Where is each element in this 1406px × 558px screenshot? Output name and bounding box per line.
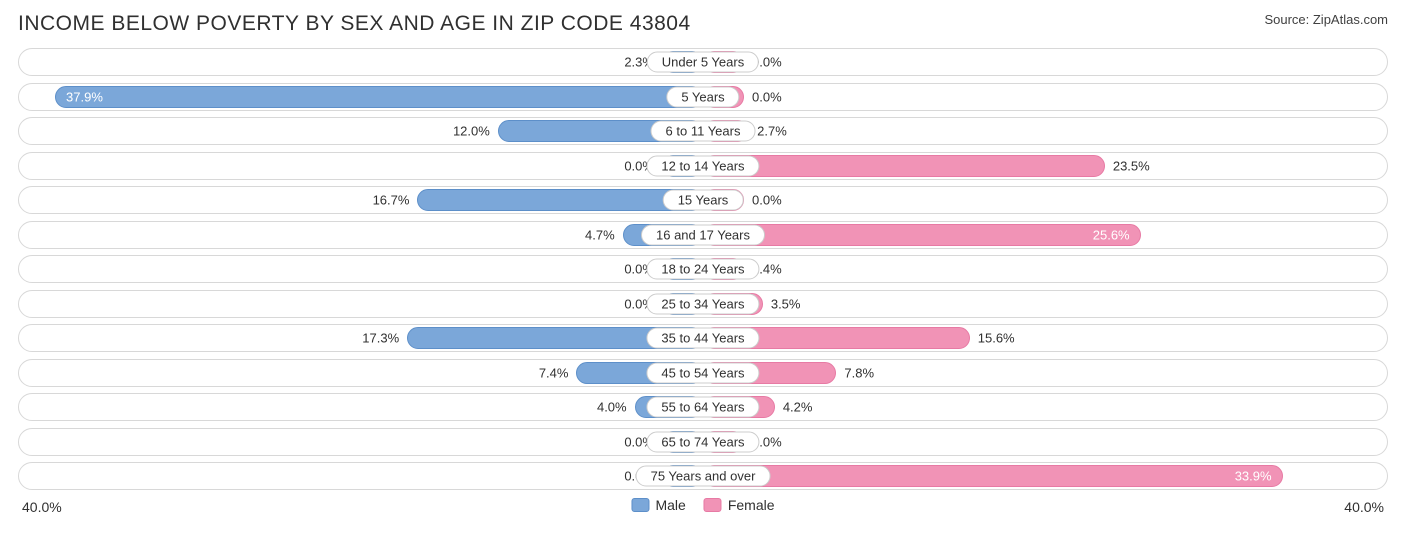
female-value: 0.0% <box>752 193 782 208</box>
age-label: 75 Years and over <box>636 466 771 487</box>
legend-male: Male <box>631 497 685 513</box>
age-label: 16 and 17 Years <box>641 224 765 245</box>
legend-female-label: Female <box>728 497 775 513</box>
male-bar <box>417 189 703 211</box>
chart-row: 17.3% 15.6% 35 to 44 Years <box>18 324 1388 352</box>
chart-row: 37.9% 0.0% 5 Years <box>18 83 1388 111</box>
age-label: 65 to 74 Years <box>646 431 759 452</box>
legend: Male Female <box>631 497 774 513</box>
female-value: 15.6% <box>978 331 1015 346</box>
female-value: 4.2% <box>783 400 813 415</box>
male-bar <box>55 86 703 108</box>
female-value: 33.9% <box>1235 469 1272 484</box>
age-label: 45 to 54 Years <box>646 362 759 383</box>
chart-footer: 40.0% Male Female 40.0% <box>18 497 1388 521</box>
female-value: 2.7% <box>757 124 787 139</box>
female-value: 23.5% <box>1113 158 1150 173</box>
chart-row: 4.0% 4.2% 55 to 64 Years <box>18 393 1388 421</box>
legend-female: Female <box>704 497 775 513</box>
female-value: 0.0% <box>752 89 782 104</box>
chart-row: 7.4% 7.8% 45 to 54 Years <box>18 359 1388 387</box>
axis-left-label: 40.0% <box>22 499 62 515</box>
age-label: 12 to 14 Years <box>646 155 759 176</box>
age-label: 18 to 24 Years <box>646 259 759 280</box>
chart-row: 12.0% 2.7%6 to 11 Years <box>18 117 1388 145</box>
female-bar <box>703 224 1141 246</box>
age-label: 35 to 44 Years <box>646 328 759 349</box>
male-value: 17.3% <box>362 331 399 346</box>
male-value: 16.7% <box>373 193 410 208</box>
chart-body: 2.3%0.0%Under 5 Years 37.9% 0.0% 5 Years 12.… <box>18 48 1388 490</box>
age-label: 5 Years <box>666 86 739 107</box>
age-label: 55 to 64 Years <box>646 397 759 418</box>
male-value: 4.7% <box>585 227 615 242</box>
female-bar <box>703 465 1283 487</box>
chart-title: INCOME BELOW POVERTY BY SEX AND AGE IN Z… <box>18 12 691 36</box>
chart-source: Source: ZipAtlas.com <box>1264 12 1388 27</box>
chart-row: 0.0%3.5%25 to 34 Years <box>18 290 1388 318</box>
female-value: 7.8% <box>844 365 874 380</box>
chart-row: 16.7% 0.0% 15 Years <box>18 186 1388 214</box>
chart-row: 0.0%0.0%65 to 74 Years <box>18 428 1388 456</box>
female-value: 3.5% <box>771 296 801 311</box>
age-label: 25 to 34 Years <box>646 293 759 314</box>
male-swatch-icon <box>631 498 649 512</box>
male-value: 37.9% <box>66 89 103 104</box>
age-label: Under 5 Years <box>647 52 759 73</box>
female-value: 25.6% <box>1093 227 1130 242</box>
male-value: 7.4% <box>539 365 569 380</box>
legend-male-label: Male <box>655 497 685 513</box>
chart-row: 4.7% 25.6% 16 and 17 Years <box>18 221 1388 249</box>
chart-row: 2.3%0.0%Under 5 Years <box>18 48 1388 76</box>
female-swatch-icon <box>704 498 722 512</box>
chart-row: 0.0%23.5%12 to 14 Years <box>18 152 1388 180</box>
male-value: 12.0% <box>453 124 490 139</box>
male-value: 4.0% <box>597 400 627 415</box>
age-label: 6 to 11 Years <box>651 121 756 142</box>
chart-row: 0.0%1.4%18 to 24 Years <box>18 255 1388 283</box>
axis-right-label: 40.0% <box>1344 499 1384 515</box>
female-bar <box>703 155 1105 177</box>
chart-row: 0.0%33.9%75 Years and over <box>18 462 1388 490</box>
age-label: 15 Years <box>663 190 744 211</box>
